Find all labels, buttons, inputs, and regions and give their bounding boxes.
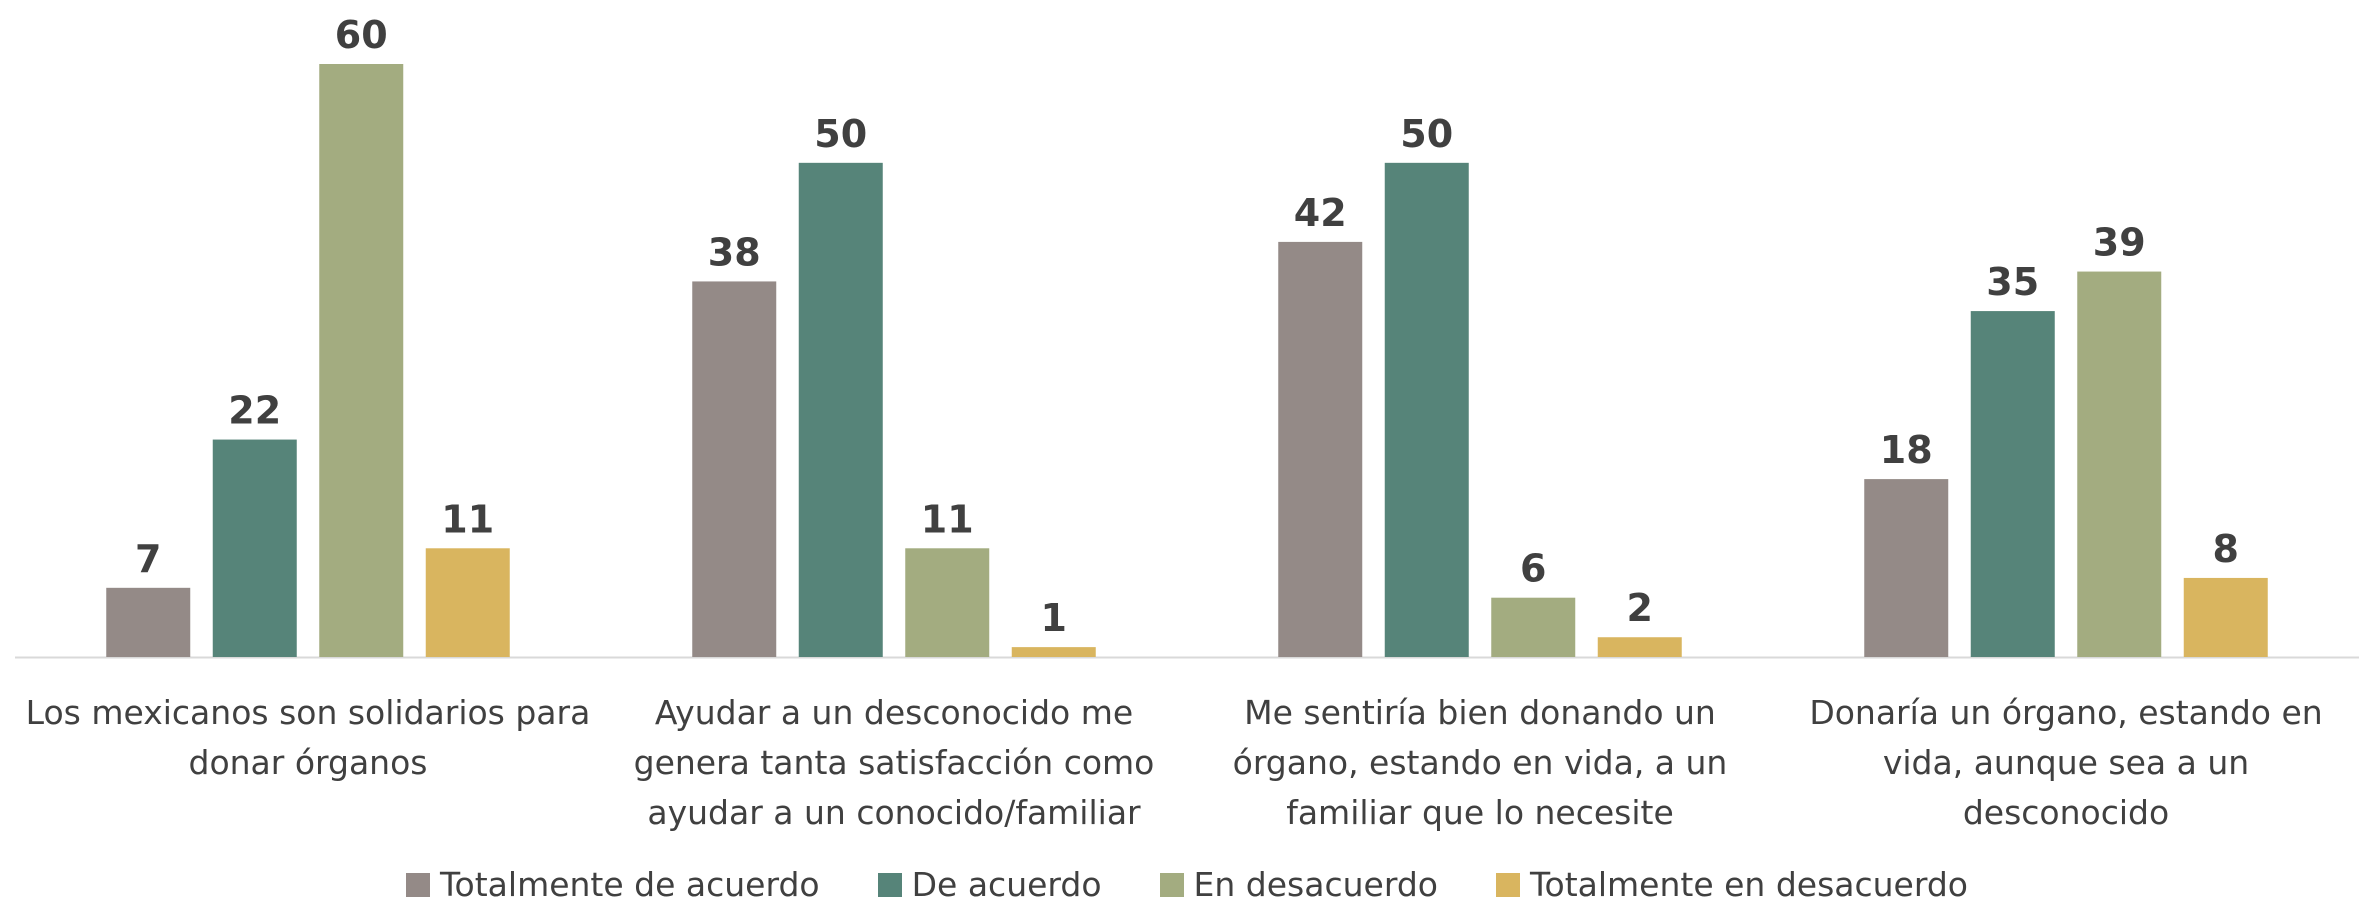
legend-item: Totalmente de acuerdo — [406, 860, 820, 901]
legend-label: De acuerdo — [911, 865, 1102, 901]
legend: Totalmente de acuerdo De acuerdo En desacu… — [0, 860, 2374, 901]
data-label: 6 — [1520, 547, 1546, 591]
bar — [1491, 597, 1576, 657]
bar — [425, 548, 510, 657]
legend-swatch — [877, 873, 902, 897]
legend-item: Totalmente en desacuerdo — [1495, 860, 1968, 901]
data-label: 35 — [1986, 260, 2039, 304]
data-label: 22 — [228, 389, 281, 433]
data-label: 50 — [1400, 112, 1453, 156]
bar — [212, 439, 297, 657]
data-label: 42 — [1294, 191, 1347, 235]
data-label: 39 — [2093, 221, 2146, 265]
bar — [905, 548, 990, 657]
legend-item: De acuerdo — [877, 860, 1102, 901]
data-label: 50 — [814, 112, 867, 156]
data-label: 38 — [708, 230, 761, 274]
x-tick-label: Los mexicanos son solidarios para donar … — [25, 693, 591, 782]
data-label: 8 — [2213, 527, 2239, 571]
bar — [319, 64, 404, 657]
legend-label: En desacuerdo — [1193, 865, 1438, 901]
data-label: 2 — [1627, 586, 1653, 630]
legend-label: Totalmente en desacuerdo — [1529, 865, 1968, 901]
bar — [2077, 271, 2162, 657]
data-label: 1 — [1041, 596, 1067, 640]
bar — [1278, 241, 1363, 657]
bar — [2183, 577, 2268, 657]
x-tick-label: Me sentiría bien donando un órgano, esta… — [1232, 693, 1728, 832]
data-label: 18 — [1880, 428, 1933, 472]
data-label: 11 — [921, 497, 974, 541]
legend-item: En desacuerdo — [1159, 860, 1438, 901]
bar — [1970, 311, 2055, 657]
legend-label: Totalmente de acuerdo — [440, 865, 820, 901]
bar — [1384, 162, 1469, 658]
data-label: 11 — [441, 497, 494, 541]
bar — [798, 162, 883, 658]
bar — [1011, 647, 1096, 657]
x-tick-label: Donaría un órgano, estando en vida, aunq… — [1809, 693, 2323, 832]
data-label: 60 — [335, 13, 388, 57]
legend-swatch — [1159, 873, 1184, 897]
x-tick-label: Ayudar a un desconocido me genera tanta … — [633, 693, 1155, 832]
legend-swatch — [1495, 873, 1520, 897]
legend-swatch — [406, 873, 430, 897]
bar — [1597, 637, 1682, 657]
bar — [106, 587, 191, 657]
bar — [692, 281, 777, 657]
data-label: 7 — [135, 537, 161, 581]
bar — [1864, 479, 1949, 657]
